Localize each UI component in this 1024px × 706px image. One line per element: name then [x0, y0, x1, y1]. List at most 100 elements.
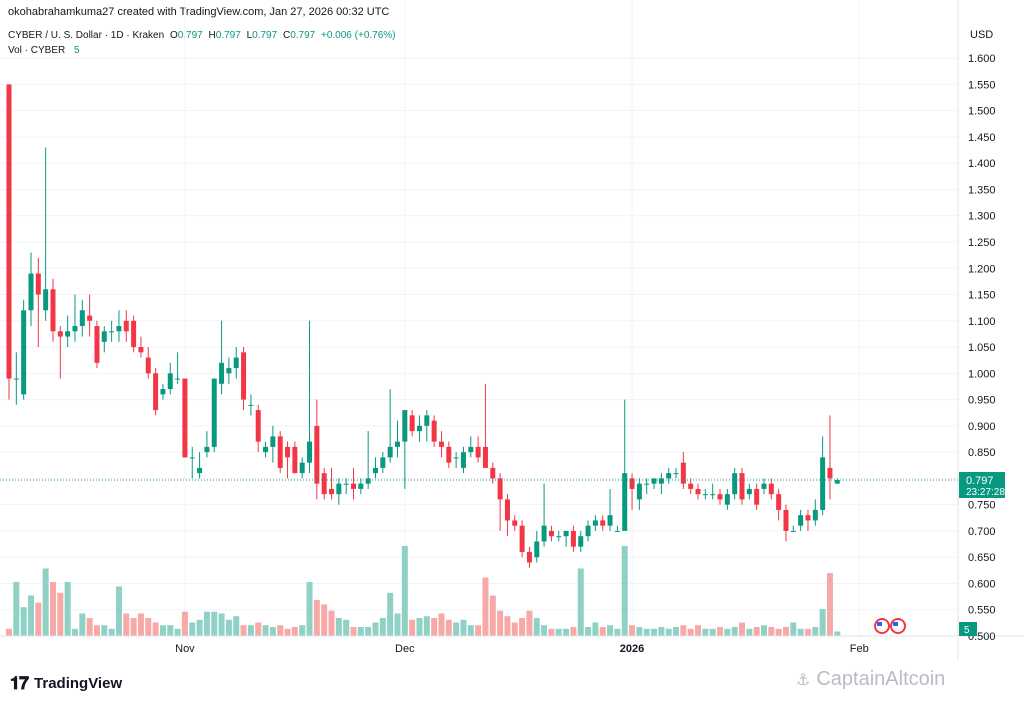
legend-volume-label[interactable]: Vol · CYBER [8, 45, 66, 56]
candle-body [321, 473, 327, 495]
volume-bar [636, 627, 643, 636]
volume-bars [6, 546, 841, 636]
volume-bar [130, 618, 137, 636]
candle-body [732, 473, 738, 495]
captainaltcoin-watermark: ⚓ CaptainAltcoin [796, 668, 945, 691]
candle-body [776, 494, 782, 510]
volume-bar [416, 618, 423, 636]
event-flags [874, 618, 906, 634]
candle-body [204, 446, 210, 453]
candle-body [175, 378, 181, 380]
captain-hat-icon: ⚓ [796, 671, 811, 689]
current-price-badge-bg [959, 472, 1005, 498]
candle-body [629, 478, 635, 489]
candle-body [548, 530, 554, 537]
volume-bar [651, 628, 658, 636]
candle-body [761, 483, 767, 489]
volume-bar [826, 573, 833, 636]
candle-body [468, 446, 474, 453]
volume-bar [159, 625, 166, 636]
volume-bar [775, 628, 782, 636]
volume-bar [753, 627, 760, 636]
candle-body [490, 467, 496, 479]
legend-symbol[interactable]: CYBER / U. S. Dollar · 1D · Kraken [8, 30, 165, 41]
candle-body [783, 509, 789, 531]
price-tick-label: 0.650 [968, 552, 996, 564]
time-tick-label: Nov [175, 643, 195, 655]
volume-bar [724, 628, 731, 636]
volume-bar [291, 627, 298, 636]
candle-body [343, 483, 349, 485]
legend-close-label: C [282, 30, 291, 41]
volume-bar [247, 625, 254, 636]
price-tick-label: 1.400 [968, 158, 996, 170]
volume-bar [438, 613, 445, 636]
candle-body [475, 446, 481, 458]
volume-bar [680, 625, 687, 636]
volume-bar [746, 628, 753, 636]
volume-bar [71, 628, 78, 636]
candlesticks [6, 84, 840, 568]
tradingview-logo[interactable]: 𝟏𝟕 TradingView [10, 673, 122, 694]
candle-body [592, 520, 598, 526]
time-tick-label: Dec [395, 643, 415, 655]
candle-body [292, 446, 298, 474]
volume-bar [431, 618, 438, 636]
volume-bar [819, 609, 826, 636]
volume-bar [760, 625, 767, 636]
volume-bar [218, 613, 225, 636]
candle-body [460, 452, 466, 468]
price-axis: 1.600 1.550 1.500 1.450 1.400 1.350 1.300 1.250… [968, 53, 996, 643]
candle-body [255, 410, 261, 442]
price-tick-label: 0.950 [968, 395, 996, 407]
volume-bar [548, 628, 555, 636]
volume-bar [108, 628, 115, 636]
volume-bar [284, 628, 291, 636]
volume-bar [695, 625, 702, 636]
volume-badge: 5 [959, 622, 977, 636]
time-tick-label: 2026 [620, 643, 644, 655]
volume-bar [621, 546, 628, 636]
candle-body [556, 536, 562, 538]
legend-volume-line: Vol · CYBER 5 [8, 43, 396, 58]
legend-low-label: L [246, 30, 253, 41]
candle-body [526, 551, 532, 563]
candle-body [812, 509, 818, 521]
volume-bar [6, 628, 12, 636]
candle-body [263, 446, 269, 453]
volume-bar [577, 568, 584, 636]
volume-bar [519, 618, 526, 636]
volume-bar [313, 600, 320, 636]
candle-body [65, 331, 71, 337]
time-axis: Nov Dec 2026 Feb [175, 643, 869, 655]
candle-body [153, 373, 159, 411]
candle-body [57, 331, 63, 337]
candle-body [834, 479, 840, 484]
volume-badge-bg [959, 622, 977, 636]
candle-body [28, 273, 34, 311]
volume-bar [643, 628, 650, 636]
volume-bar [570, 627, 577, 636]
volume-bar [541, 625, 548, 636]
volume-bar [497, 610, 504, 636]
legend-volume-value: 5 [74, 45, 80, 56]
volume-bar [27, 595, 34, 636]
volume-bar [255, 622, 262, 636]
candle-body [453, 457, 459, 459]
candle-body [622, 473, 628, 531]
price-tick-label: 1.600 [968, 53, 996, 65]
volume-bar [834, 631, 841, 636]
volume-bar [86, 618, 93, 636]
candle-body [211, 378, 217, 447]
price-tick-label: 1.050 [968, 342, 996, 354]
price-axis-currency: USD [970, 29, 993, 41]
candle-body [680, 462, 686, 484]
candle-body [534, 541, 540, 558]
candle-body [394, 441, 400, 447]
candle-body [358, 483, 364, 489]
candle-body [299, 462, 305, 474]
volume-bar [489, 595, 496, 636]
candle-body [21, 310, 27, 395]
price-tick-label: 0.550 [968, 605, 996, 617]
